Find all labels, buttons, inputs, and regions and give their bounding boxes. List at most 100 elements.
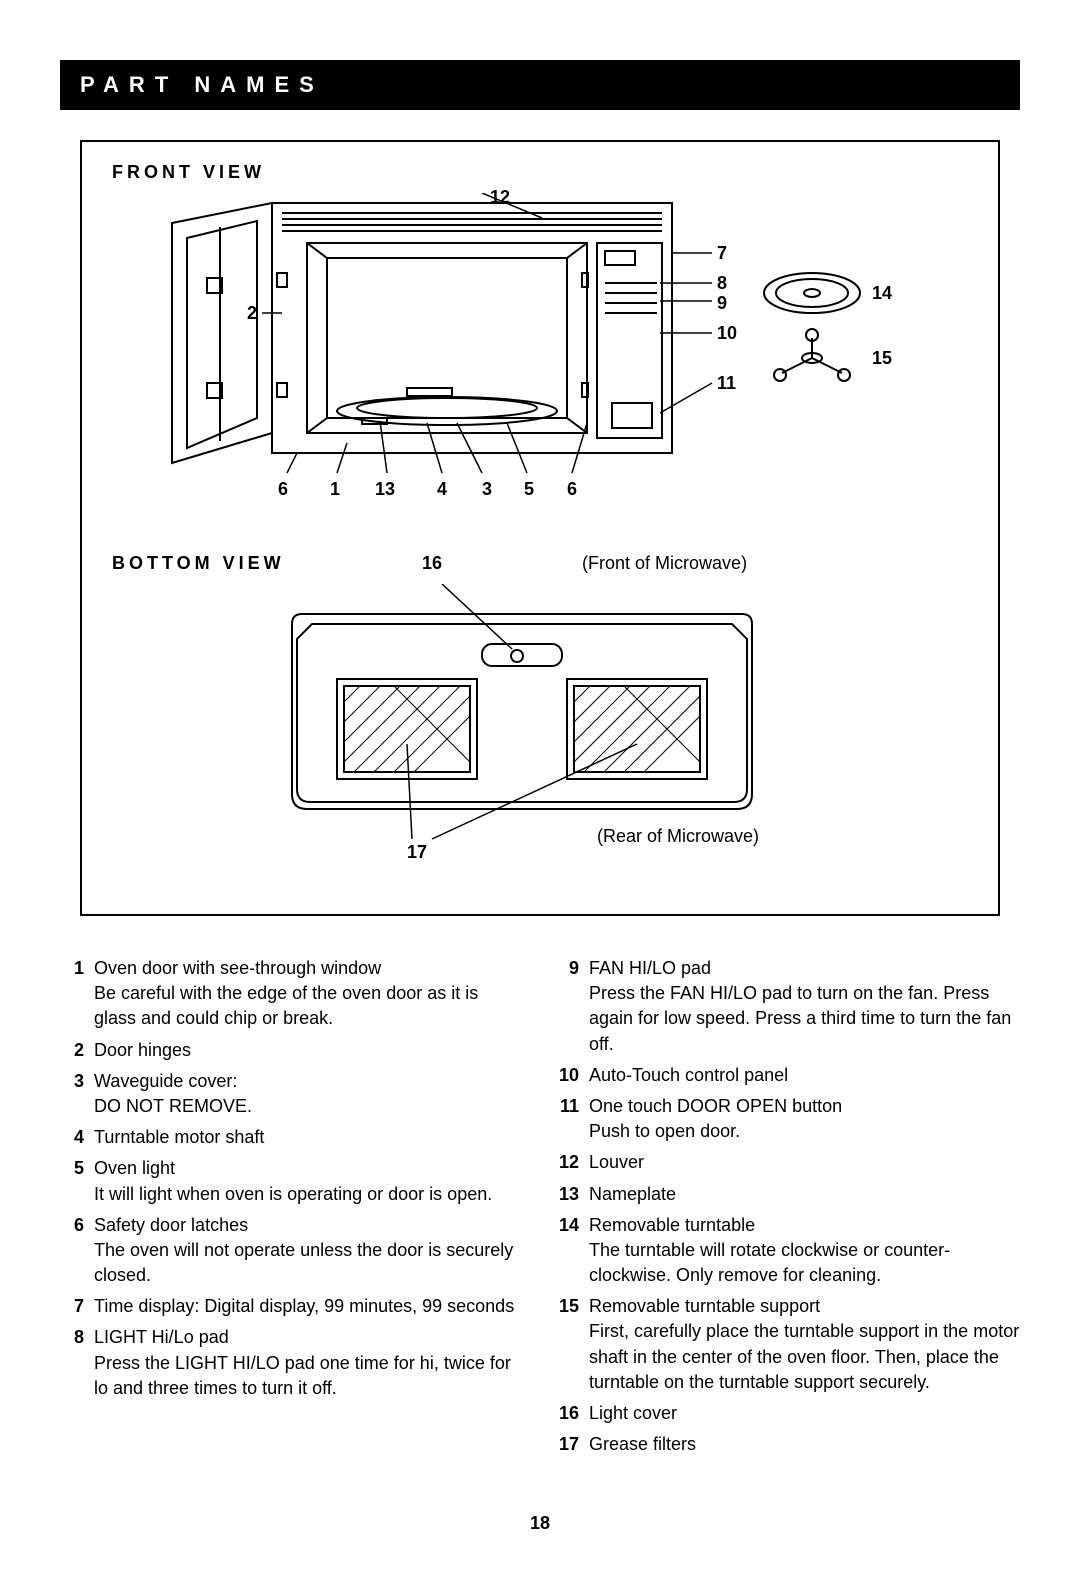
part-item: 3Waveguide cover: DO NOT REMOVE. bbox=[60, 1069, 525, 1119]
part-item: 8LIGHT Hi/Lo padPress the LIGHT HI/LO pa… bbox=[60, 1325, 525, 1401]
front-view-title: FRONT VIEW bbox=[112, 162, 968, 183]
part-item: 11One touch DOOR OPEN button Push to open… bbox=[555, 1094, 1020, 1144]
part-number: 12 bbox=[555, 1150, 589, 1175]
part-detail: It will light when oven is operating or … bbox=[94, 1182, 525, 1207]
part-item: 2Door hinges bbox=[60, 1038, 525, 1063]
part-number: 4 bbox=[60, 1125, 94, 1150]
diagram-container: FRONT VIEW bbox=[80, 140, 1000, 916]
callout-2: 2 bbox=[247, 303, 257, 324]
rear-of-microwave-label: (Rear of Microwave) bbox=[597, 826, 759, 847]
part-detail: Press the LIGHT HI/LO pad one time for h… bbox=[94, 1351, 525, 1401]
callout-11: 11 bbox=[717, 373, 736, 394]
bottom-view-diagram: 17 (Rear of Microwave) bbox=[112, 584, 968, 884]
part-number: 17 bbox=[555, 1432, 589, 1457]
part-label: Turntable motor shaft bbox=[94, 1127, 264, 1147]
callout-1: 1 bbox=[330, 479, 340, 500]
part-item: 7Time display: Digital display, 99 minut… bbox=[60, 1294, 525, 1319]
part-detail: Be careful with the edge of the oven doo… bbox=[94, 981, 525, 1031]
front-of-microwave-label: (Front of Microwave) bbox=[582, 553, 747, 574]
part-body: Grease filters bbox=[589, 1432, 1020, 1457]
callout-6b: 6 bbox=[567, 479, 577, 500]
callout-5: 5 bbox=[524, 479, 534, 500]
microwave-bottom-svg bbox=[112, 584, 972, 864]
part-item: 9FAN HI/LO pad Press the FAN HI/LO pad to… bbox=[555, 956, 1020, 1057]
callout-3: 3 bbox=[482, 479, 492, 500]
part-body: LIGHT Hi/Lo padPress the LIGHT HI/LO pad… bbox=[94, 1325, 525, 1401]
part-label: Oven door with see-through window bbox=[94, 958, 381, 978]
part-body: Removable turntableThe turntable will ro… bbox=[589, 1213, 1020, 1289]
callout-7: 7 bbox=[717, 243, 727, 264]
callout-14: 14 bbox=[872, 283, 892, 304]
part-body: Louver bbox=[589, 1150, 1020, 1175]
callout-10: 10 bbox=[717, 323, 737, 344]
part-body: Oven door with see-through window Be care… bbox=[94, 956, 525, 1032]
callout-12: 12 bbox=[490, 187, 510, 208]
callout-15: 15 bbox=[872, 348, 892, 369]
part-body: Nameplate bbox=[589, 1182, 1020, 1207]
part-number: 16 bbox=[555, 1401, 589, 1426]
front-view-diagram: 12 2 7 8 9 10 11 14 15 6 1 13 4 3 5 6 bbox=[112, 193, 968, 533]
microwave-front-svg bbox=[112, 193, 972, 513]
part-item: 16Light cover bbox=[555, 1401, 1020, 1426]
part-body: Light cover bbox=[589, 1401, 1020, 1426]
part-label: Safety door latches bbox=[94, 1215, 248, 1235]
part-item: 13Nameplate bbox=[555, 1182, 1020, 1207]
callout-4: 4 bbox=[437, 479, 447, 500]
callout-8: 8 bbox=[717, 273, 727, 294]
part-item: 5Oven lightIt will light when oven is op… bbox=[60, 1156, 525, 1206]
part-detail: The turntable will rotate clockwise or c… bbox=[589, 1238, 1020, 1288]
parts-description: 1Oven door with see-through window Be car… bbox=[60, 956, 1020, 1463]
part-number: 1 bbox=[60, 956, 94, 1032]
part-label: FAN HI/LO pad bbox=[589, 958, 711, 978]
part-detail: The oven will not operate unless the doo… bbox=[94, 1238, 525, 1288]
part-item: 14Removable turntableThe turntable will … bbox=[555, 1213, 1020, 1289]
part-label: Light cover bbox=[589, 1403, 677, 1423]
part-label: Louver bbox=[589, 1152, 644, 1172]
part-number: 14 bbox=[555, 1213, 589, 1289]
part-body: FAN HI/LO pad Press the FAN HI/LO pad to … bbox=[589, 956, 1020, 1057]
part-body: Oven light It will light when oven is ope… bbox=[94, 1156, 525, 1206]
part-number: 10 bbox=[555, 1063, 589, 1088]
part-number: 9 bbox=[555, 956, 589, 1057]
part-item: 15Removable turntable support First, care… bbox=[555, 1294, 1020, 1395]
part-body: Turntable motor shaft bbox=[94, 1125, 525, 1150]
part-label: One touch DOOR OPEN button bbox=[589, 1096, 842, 1116]
part-item: 1Oven door with see-through window Be car… bbox=[60, 956, 525, 1032]
bottom-view-title: BOTTOM VIEW bbox=[112, 553, 392, 574]
section-header: PART NAMES bbox=[60, 60, 1020, 110]
part-number: 13 bbox=[555, 1182, 589, 1207]
part-number: 15 bbox=[555, 1294, 589, 1395]
part-detail: Push to open door. bbox=[589, 1119, 1020, 1144]
part-detail: DO NOT REMOVE. bbox=[94, 1094, 525, 1119]
part-item: 6Safety door latches The oven will not op… bbox=[60, 1213, 525, 1289]
part-number: 2 bbox=[60, 1038, 94, 1063]
parts-right-column: 9FAN HI/LO pad Press the FAN HI/LO pad to… bbox=[555, 956, 1020, 1463]
part-number: 6 bbox=[60, 1213, 94, 1289]
part-body: Removable turntable support First, carefu… bbox=[589, 1294, 1020, 1395]
part-label: Time display: Digital display, 99 minute… bbox=[94, 1296, 514, 1316]
page: PART NAMES FRONT VIEW bbox=[0, 0, 1080, 1574]
callout-17: 17 bbox=[407, 842, 427, 863]
page-number: 18 bbox=[60, 1513, 1020, 1534]
callout-6: 6 bbox=[278, 479, 288, 500]
part-body: Auto-Touch control panel bbox=[589, 1063, 1020, 1088]
part-body: One touch DOOR OPEN button Push to open d… bbox=[589, 1094, 1020, 1144]
part-label: Auto-Touch control panel bbox=[589, 1065, 788, 1085]
part-label: Removable turntable support bbox=[589, 1296, 820, 1316]
part-detail: Press the FAN HI/LO pad to turn on the f… bbox=[589, 981, 1020, 1057]
part-label: Nameplate bbox=[589, 1184, 676, 1204]
part-label: Grease filters bbox=[589, 1434, 696, 1454]
part-body: Waveguide cover: DO NOT REMOVE. bbox=[94, 1069, 525, 1119]
part-label: Waveguide cover: bbox=[94, 1071, 237, 1091]
part-body: Time display: Digital display, 99 minute… bbox=[94, 1294, 525, 1319]
part-number: 8 bbox=[60, 1325, 94, 1401]
part-detail: First, carefully place the turntable sup… bbox=[589, 1319, 1020, 1395]
part-item: 10Auto-Touch control panel bbox=[555, 1063, 1020, 1088]
part-number: 3 bbox=[60, 1069, 94, 1119]
callout-16: 16 bbox=[422, 553, 442, 574]
part-item: 17Grease filters bbox=[555, 1432, 1020, 1457]
part-item: 4Turntable motor shaft bbox=[60, 1125, 525, 1150]
part-label: Oven light bbox=[94, 1158, 175, 1178]
part-body: Safety door latches The oven will not ope… bbox=[94, 1213, 525, 1289]
part-number: 11 bbox=[555, 1094, 589, 1144]
